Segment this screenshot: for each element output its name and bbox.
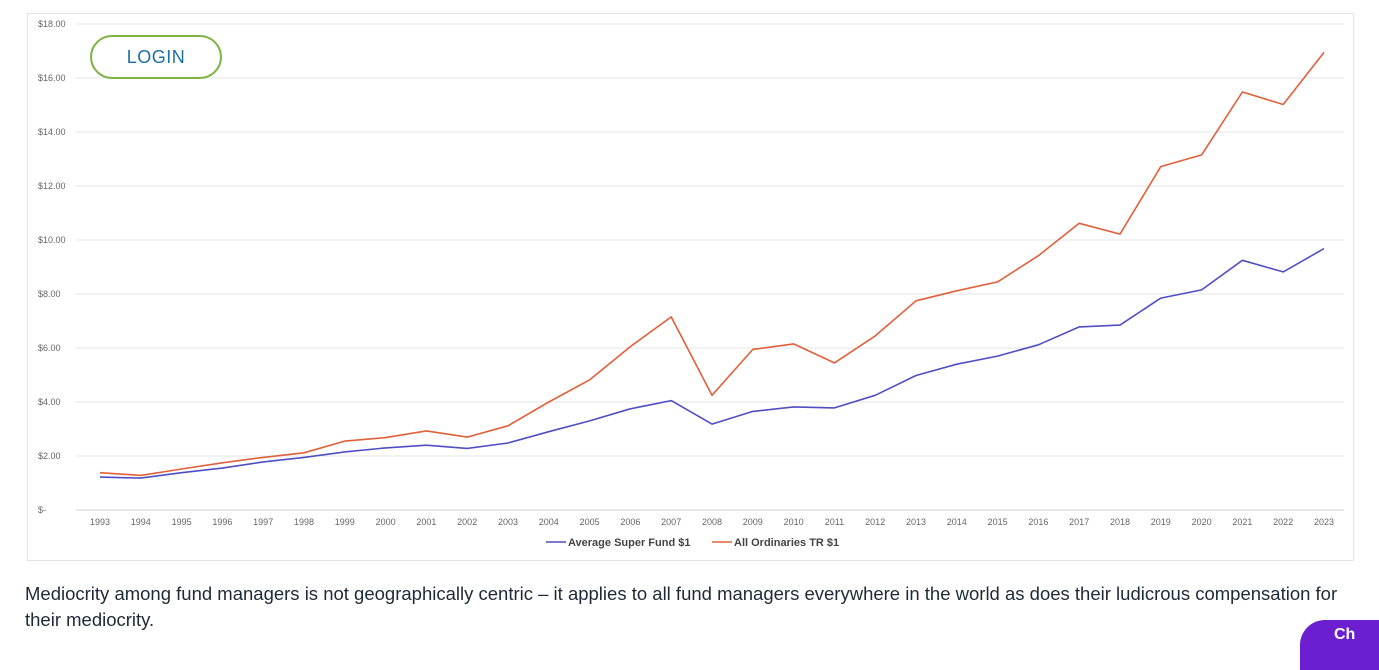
y-tick-label: $4.00 (38, 397, 61, 407)
y-tick-label: $6.00 (38, 343, 61, 353)
x-tick-label: 1994 (131, 517, 151, 527)
x-tick-label: 2000 (376, 517, 396, 527)
x-tick-label: 2008 (702, 517, 722, 527)
legend-label: Average Super Fund $1 (568, 537, 690, 549)
x-tick-label: 2011 (825, 517, 844, 527)
x-tick-label: 2019 (1151, 517, 1171, 527)
x-tick-label: 2018 (1110, 517, 1130, 527)
x-tick-label: 2004 (539, 517, 559, 527)
line-chart: $- $2.00 $4.00 $6.00 $8.00 $10.00 $12.00 $14.00… (38, 19, 1344, 549)
x-tick-label: 1999 (335, 517, 355, 527)
x-tick-label: 1998 (294, 517, 314, 527)
x-tick-label: 2005 (580, 517, 600, 527)
y-tick-label: $14.00 (38, 127, 66, 137)
x-tick-label: 2003 (498, 517, 518, 527)
y-tick-label: $8.00 (38, 289, 61, 299)
login-button[interactable]: LOGIN (90, 35, 222, 79)
x-tick-label: 1995 (172, 517, 192, 527)
x-tick-label: 2013 (906, 517, 926, 527)
x-tick-label: 2009 (743, 517, 763, 527)
x-tick-label: 1993 (90, 517, 110, 527)
x-tick-label: 2001 (416, 517, 436, 527)
x-tick-label: 2012 (865, 517, 885, 527)
y-tick-label: $12.00 (38, 181, 66, 191)
x-tick-label: 2022 (1273, 517, 1293, 527)
x-tick-label: 2023 (1314, 517, 1334, 527)
chat-widget-button[interactable]: Ch (1300, 620, 1379, 670)
x-tick-label: 2006 (620, 517, 640, 527)
x-tick-label: 2016 (1028, 517, 1048, 527)
y-tick-label: $16.00 (38, 73, 66, 83)
legend-label: All Ordinaries TR $1 (734, 537, 839, 549)
article-caption: Mediocrity among fund managers is not ge… (25, 583, 1338, 630)
y-tick-label: $10.00 (38, 235, 66, 245)
chart-frame: $- $2.00 $4.00 $6.00 $8.00 $10.00 $12.00 $14.00… (27, 13, 1354, 561)
series-line-2 (99, 51, 1325, 477)
series-line-1 (99, 247, 1325, 479)
x-tick-label: 2007 (661, 517, 681, 527)
x-tick-label: 1996 (212, 517, 232, 527)
x-tick-label: 1997 (253, 517, 273, 527)
x-tick-label: 2015 (988, 517, 1008, 527)
y-tick-label: $- (38, 505, 46, 515)
x-tick-label: 2017 (1069, 517, 1089, 527)
x-tick-label: 2020 (1192, 517, 1212, 527)
x-tick-label: 2014 (947, 517, 967, 527)
y-tick-label: $2.00 (38, 451, 61, 461)
x-tick-label: 2010 (784, 517, 804, 527)
x-tick-label: 2002 (457, 517, 477, 527)
y-tick-label: $18.00 (38, 19, 66, 29)
x-tick-label: 2021 (1232, 517, 1252, 527)
